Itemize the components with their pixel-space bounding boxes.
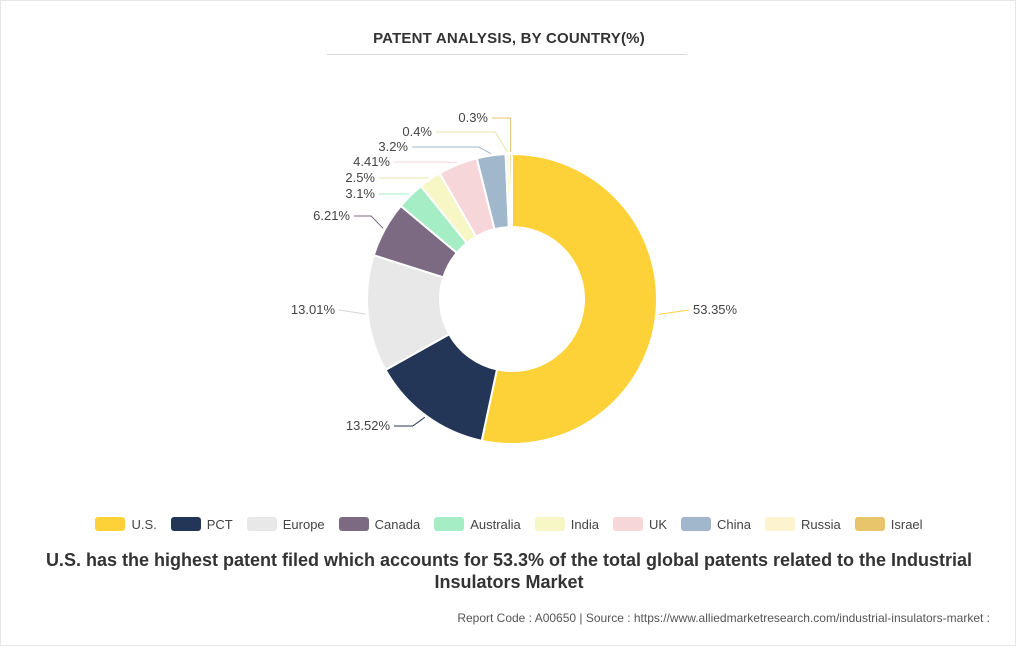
legend-label: China bbox=[717, 516, 752, 532]
legend-swatch bbox=[434, 517, 465, 531]
title-underline bbox=[327, 54, 687, 55]
legend-label: PCT bbox=[206, 516, 233, 532]
legend-item-russia[interactable]: Russia bbox=[765, 517, 841, 532]
legend-item-europe[interactable]: Europe bbox=[246, 516, 325, 532]
report-source-footer: Report Code : A00650 | Source : https://… bbox=[457, 611, 990, 625]
leader-line bbox=[658, 309, 690, 315]
legend-label: Russia bbox=[801, 516, 841, 532]
chart-title: PATENT ANALYSIS, BY COUNTRY(%) bbox=[373, 30, 645, 47]
legend-swatch bbox=[612, 517, 643, 531]
legend-item-india[interactable]: India bbox=[534, 516, 599, 532]
leader-line bbox=[338, 309, 366, 315]
leader-line bbox=[412, 146, 492, 154]
data-label: 0.3% bbox=[458, 110, 488, 125]
legend-swatch bbox=[765, 517, 796, 531]
legend-label: Australia bbox=[470, 516, 521, 532]
legend-item-u-s[interactable]: U.S. bbox=[95, 516, 157, 532]
legend-item-australia[interactable]: Australia bbox=[434, 517, 521, 532]
legend-label: U.S. bbox=[131, 516, 157, 532]
legend-label: Israel bbox=[890, 516, 923, 532]
data-label: 6.21% bbox=[313, 208, 350, 223]
chart-legend: U.S. PCT Europe Canada Australia India UK China… bbox=[0, 514, 1018, 534]
legend-item-uk[interactable]: UK bbox=[612, 516, 668, 532]
leader-line bbox=[354, 215, 384, 229]
legend-swatch bbox=[246, 517, 277, 531]
leader-line bbox=[394, 416, 426, 427]
leader-line bbox=[394, 161, 458, 164]
legend-swatch bbox=[681, 517, 712, 531]
chart-caption: U.S. has the highest patent filed which … bbox=[0, 549, 1018, 593]
legend-item-china[interactable]: China bbox=[681, 517, 751, 532]
data-label: 13.01% bbox=[291, 302, 336, 317]
legend-item-canada[interactable]: Canada bbox=[338, 516, 421, 532]
leader-line bbox=[492, 117, 512, 153]
legend-swatch bbox=[95, 517, 126, 531]
data-label: 3.1% bbox=[345, 186, 375, 201]
caption-line-1: U.S. has the highest patent filed which … bbox=[45, 550, 973, 570]
data-label: 53.35% bbox=[693, 302, 738, 317]
legend-label: Canada bbox=[374, 516, 421, 532]
legend-swatch bbox=[854, 517, 885, 531]
data-label: 3.2% bbox=[378, 139, 408, 154]
data-label: 13.52% bbox=[346, 418, 391, 433]
legend-label: UK bbox=[648, 516, 668, 532]
caption-line-2: Insulators Market bbox=[434, 572, 584, 592]
slice-u-s[interactable] bbox=[480, 152, 658, 445]
legend-swatch bbox=[534, 517, 565, 531]
donut-chart: 53.35% 13.52% 13.01% 6.21% 3.1%2.5%4.41%3.2%… bbox=[291, 110, 738, 445]
legend-label: Europe bbox=[282, 516, 325, 532]
data-label: 2.5% bbox=[345, 170, 375, 185]
data-label: 0.4% bbox=[402, 124, 432, 139]
legend-label: India bbox=[570, 516, 599, 532]
leader-line bbox=[436, 131, 508, 153]
legend-item-israel[interactable]: Israel bbox=[854, 516, 923, 532]
slice-israel[interactable] bbox=[508, 152, 513, 229]
data-label: 4.41% bbox=[353, 154, 390, 169]
legend-item-pct[interactable]: PCT bbox=[170, 516, 233, 532]
legend-swatch bbox=[170, 517, 201, 531]
legend-swatch bbox=[338, 517, 369, 531]
